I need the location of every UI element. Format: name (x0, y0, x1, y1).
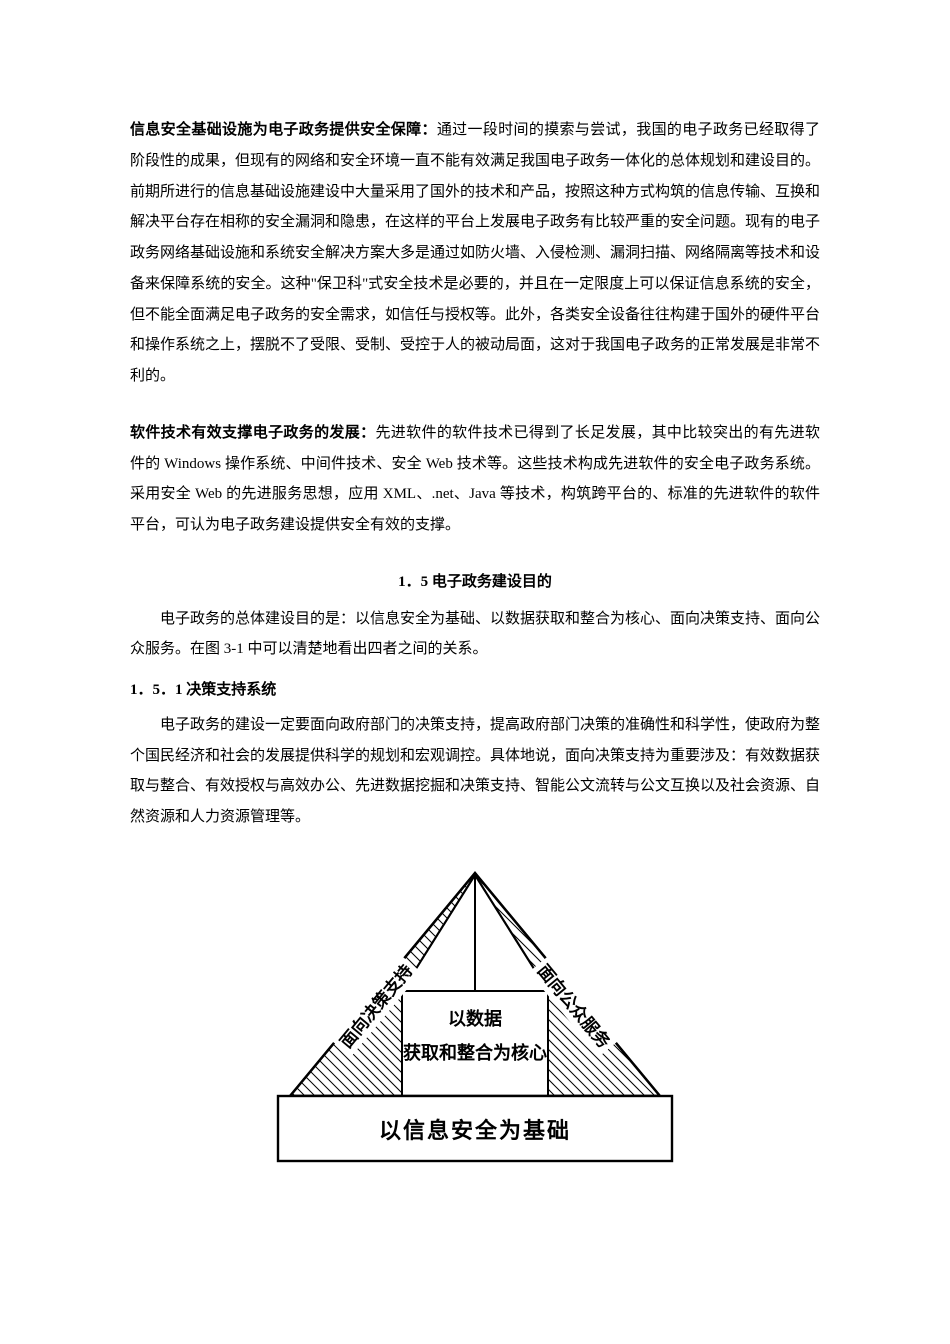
sub1-body: 电子政务的建设一定要面向政府部门的决策支持，提高政府部门决策的准确性和科学性，使… (130, 710, 820, 833)
svg-text:以信息安全为基础: 以信息安全为基础 (379, 1118, 571, 1143)
lead-bold-2: 软件技术有效支撑电子政务的发展： (130, 425, 375, 441)
section-title-1-5: 1．5 电子政务建设目的 (130, 567, 820, 598)
svg-text:以数据: 以数据 (448, 1008, 502, 1029)
subheading-1-5-1: 1．5．1 决策支持系统 (130, 675, 820, 706)
pyramid-diagram-wrap: 面向决策支持面向公众服务以数据获取和整合为核心以信息安全为基础 (130, 861, 820, 1181)
document-page: 信息安全基础设施为电子政务提供安全保障：通过一段时间的摸索与尝试，我国的电子政务… (0, 0, 950, 1241)
paragraph-software-support: 软件技术有效支撑电子政务的发展：先进软件的软件技术已得到了长足发展，其中比较突出… (130, 418, 820, 541)
lead-bold-1: 信息安全基础设施为电子政务提供安全保障： (130, 122, 437, 138)
section-intro: 电子政务的总体建设目的是：以信息安全为基础、以数据获取和整合为核心、面向决策支持… (130, 604, 820, 666)
paragraph-security-infra: 信息安全基础设施为电子政务提供安全保障：通过一段时间的摸索与尝试，我国的电子政务… (130, 115, 820, 392)
para1-body: 通过一段时间的摸索与尝试，我国的电子政务已经取得了阶段性的成果，但现有的网络和安… (130, 122, 820, 384)
spacer (130, 396, 820, 418)
svg-text:获取和整合为核心: 获取和整合为核心 (403, 1042, 547, 1063)
pyramid-diagram: 面向决策支持面向公众服务以数据获取和整合为核心以信息安全为基础 (260, 861, 690, 1181)
